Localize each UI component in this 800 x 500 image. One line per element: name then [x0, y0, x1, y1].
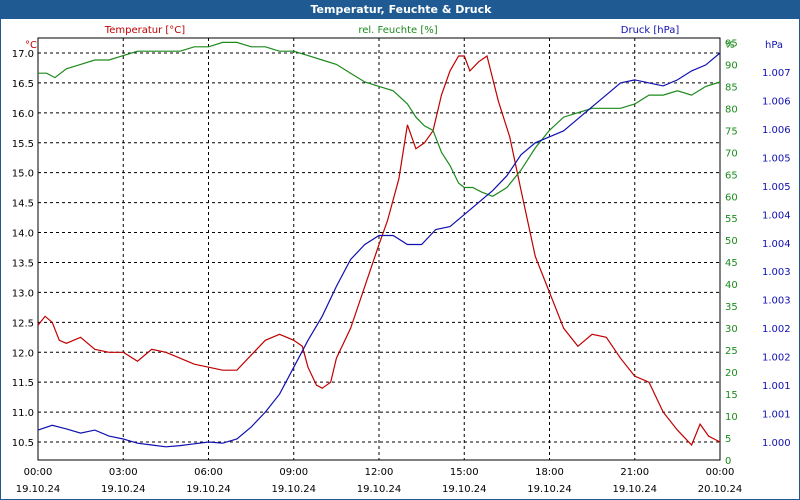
humidity-tick-label: 60 [725, 192, 738, 203]
x-tick-date: 19.10.24 [271, 484, 316, 495]
temperature-unit-label: °C [25, 40, 37, 51]
temperature-tick-label: 16.5 [12, 79, 34, 90]
pressure-tick-label: 1.006 [762, 96, 791, 107]
humidity-tick-label: 65 [725, 170, 738, 181]
temperature-tick-label: 17.0 [12, 49, 34, 60]
temperature-tick-label: 15.5 [12, 139, 34, 150]
x-tick-time: 21:00 [620, 467, 649, 478]
chart-title: Temperatur, Feuchte & Druck [1, 1, 800, 19]
x-tick-date: 19.10.24 [186, 484, 231, 495]
axes [37, 37, 721, 461]
humidity-axis-title: rel. Feuchte [%] [358, 25, 437, 36]
pressure-tick-label: 1.006 [762, 125, 791, 136]
x-tick-date: 19.10.24 [16, 484, 61, 495]
temperature-tick-label: 16.0 [12, 109, 34, 120]
x-tick-time: 06:00 [194, 467, 223, 478]
temperature-axis-title: Temperatur [°C] [104, 25, 185, 36]
humidity-tick-label: 90 [725, 60, 738, 71]
pressure-tick-label: 1.000 [762, 438, 791, 449]
x-tick-date: 20.10.24 [698, 484, 743, 495]
pressure-tick-label: 1.002 [762, 353, 791, 364]
humidity-tick-label: 95 [725, 38, 738, 49]
temperature-tick-label: 12.5 [12, 318, 34, 329]
temperature-tick-label: 11.0 [12, 408, 34, 419]
humidity-unit-label: % [725, 40, 735, 51]
humidity-tick-label: 0 [725, 456, 731, 467]
series-line-humidity [38, 41, 721, 197]
pressure-tick-label: 1.001 [762, 381, 791, 392]
humidity-tick-label: 30 [725, 324, 738, 335]
x-tick-date: 19.10.24 [612, 484, 657, 495]
humidity-tick-label: 50 [725, 236, 738, 247]
x-tick-date: 19.10.24 [101, 484, 146, 495]
humidity-tick-label: 55 [725, 214, 738, 225]
temperature-tick-label: 14.0 [12, 229, 34, 240]
grid [38, 38, 720, 460]
x-tick-date: 19.10.24 [357, 484, 402, 495]
pressure-tick-label: 1.005 [762, 153, 791, 164]
humidity-tick-label: 80 [725, 104, 738, 115]
humidity-tick-label: 25 [725, 346, 738, 357]
humidity-tick-label: 40 [725, 280, 738, 291]
humidity-tick-label: 75 [725, 126, 738, 137]
axis-labels: 00:00 19.10.24 03:00 19.10.24 06:00 19.10.24 0… [12, 25, 791, 495]
pressure-tick-label: 1.004 [762, 239, 791, 250]
series-line-temperature [37, 55, 721, 447]
x-tick-time: 15:00 [450, 467, 479, 478]
humidity-tick-label: 70 [725, 148, 738, 159]
x-tick-time: 12:00 [365, 467, 394, 478]
temperature-tick-label: 10.5 [12, 438, 34, 449]
temperature-tick-label: 13.5 [12, 258, 34, 269]
pressure-tick-label: 1.003 [762, 267, 791, 278]
x-tick-time: 18:00 [535, 467, 564, 478]
x-tick-time: 00:00 [24, 467, 53, 478]
x-tick-time: 03:00 [109, 467, 138, 478]
series-lines [37, 41, 721, 448]
pressure-tick-label: 1.004 [762, 210, 791, 221]
humidity-tick-label: 15 [725, 390, 738, 401]
x-tick-time: 09:00 [279, 467, 308, 478]
temperature-tick-label: 12.0 [12, 348, 34, 359]
x-tick-date: 19.10.24 [527, 484, 572, 495]
pressure-axis-title: Druck [hPa] [621, 25, 680, 36]
x-tick-time: 00:00 [706, 467, 735, 478]
pressure-tick-label: 1.007 [762, 68, 791, 79]
humidity-tick-label: 85 [725, 82, 738, 93]
humidity-tick-label: 10 [725, 412, 738, 423]
humidity-tick-label: 35 [725, 302, 738, 313]
pressure-tick-label: 1.005 [762, 182, 791, 193]
pressure-tick-label: 1.003 [762, 296, 791, 307]
series-line-pressure [37, 52, 721, 448]
temperature-tick-label: 13.0 [12, 288, 34, 299]
pressure-tick-label: 1.001 [762, 410, 791, 421]
humidity-tick-label: 5 [725, 434, 731, 445]
plot-border [37, 37, 721, 461]
pressure-tick-label: 1.002 [762, 324, 791, 335]
temperature-tick-label: 14.5 [12, 199, 34, 210]
temperature-tick-label: 15.0 [12, 169, 34, 180]
humidity-tick-label: 20 [725, 368, 738, 379]
pressure-unit-label: hPa [765, 40, 783, 51]
temperature-tick-label: 11.5 [12, 378, 34, 389]
humidity-tick-label: 45 [725, 258, 738, 269]
x-tick-date: 19.10.24 [442, 484, 487, 495]
